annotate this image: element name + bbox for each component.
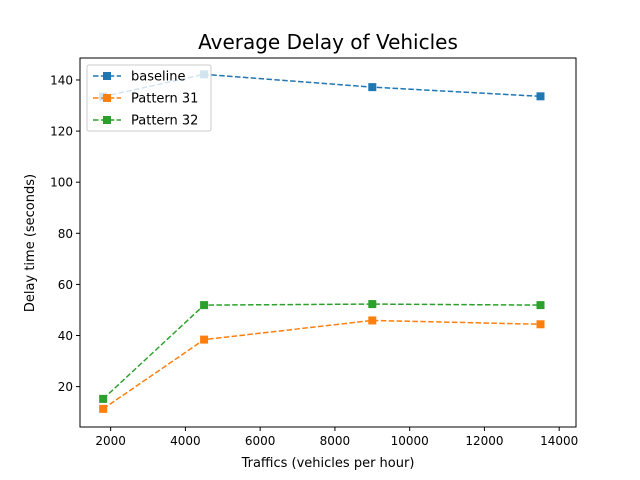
y-axis-label: Delay time (seconds) [23, 174, 38, 312]
legend-item: Pattern 32 [93, 114, 198, 129]
x-tick-label: 4000 [170, 434, 201, 448]
y-tick-label: 140 [50, 73, 73, 87]
series-line [102, 319, 541, 410]
legend-item: Pattern 31 [93, 92, 198, 107]
data-point [536, 92, 545, 101]
data-point [99, 404, 108, 413]
y-tick-label: 80 [58, 227, 73, 241]
legend-marker [103, 116, 111, 124]
x-tick-label: 12000 [465, 434, 503, 448]
chart-title: Average Delay of Vehicles [198, 30, 458, 54]
series-pattern-31 [99, 316, 545, 413]
data-point [368, 316, 377, 325]
data-point [99, 394, 108, 403]
plot-frame [79, 57, 577, 428]
data-point [200, 301, 209, 310]
legend-item: baseline [93, 70, 185, 85]
legend-label: Pattern 32 [131, 114, 198, 129]
x-tick-label: 10000 [391, 434, 429, 448]
x-tick-label: 14000 [540, 434, 578, 448]
legend-marker [103, 72, 111, 80]
data-point [536, 301, 545, 310]
x-tick-label: 8000 [320, 434, 351, 448]
y-tick-label: 120 [50, 125, 73, 139]
x-tick-label: 6000 [245, 434, 276, 448]
y-tick-label: 60 [58, 278, 73, 292]
x-axis-label: Traffics (vehicles per hour) [241, 456, 415, 471]
legend-box [86, 64, 212, 132]
series-pattern-32 [99, 300, 545, 403]
y-tick-label: 100 [50, 176, 73, 190]
legend: baseline Pattern 31 Pattern 32 [86, 64, 212, 132]
legend-marker [103, 94, 111, 102]
x-axis: 2000 4000 6000 8000 10000 12000 14000 [95, 427, 578, 448]
y-tick-label: 20 [58, 380, 73, 394]
y-tick-label: 40 [58, 329, 73, 343]
legend-label: Pattern 31 [131, 92, 198, 107]
x-tick-label: 2000 [95, 434, 126, 448]
series-line [102, 303, 541, 400]
data-point [536, 320, 545, 329]
data-point [200, 335, 209, 344]
y-axis: 20 40 60 80 100 120 140 [50, 73, 80, 394]
data-point [368, 300, 377, 309]
legend-label: baseline [131, 70, 185, 85]
data-point [368, 83, 377, 92]
